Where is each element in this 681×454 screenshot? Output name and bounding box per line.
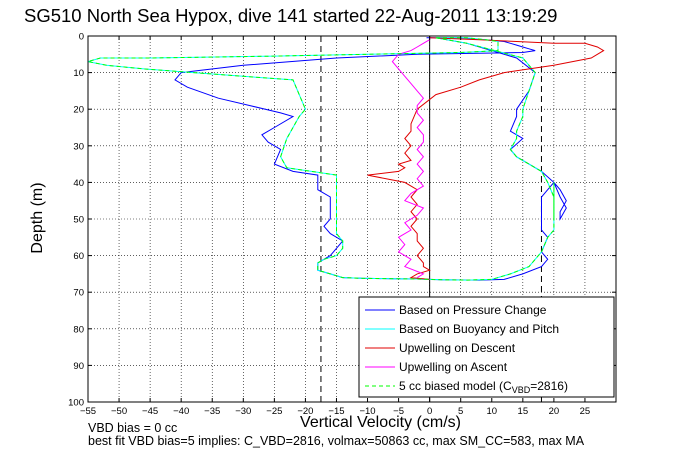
y-axis-label: Depth (m) xyxy=(29,182,46,254)
y-tick-label: 30 xyxy=(73,141,84,152)
best-fit-note: best fit VBD bias=5 implies: C_VBD=2816,… xyxy=(88,434,585,448)
y-tick-label: 20 xyxy=(73,105,84,116)
x-tick-label: −20 xyxy=(297,406,313,417)
x-tick-label: 5 xyxy=(458,406,463,417)
x-tick-label: −50 xyxy=(111,406,127,417)
chart-title: SG510 North Sea Hypox, dive 141 started … xyxy=(24,5,558,26)
x-tick-label: −45 xyxy=(142,406,158,417)
x-tick-label: 25 xyxy=(580,406,591,417)
x-tick-label: −25 xyxy=(266,406,282,417)
y-tick-label: 50 xyxy=(73,215,84,226)
x-tick-label: −5 xyxy=(393,406,404,417)
x-tick-label: 0 xyxy=(427,406,432,417)
y-tick-label: 100 xyxy=(68,398,84,409)
x-tick-label: −35 xyxy=(204,406,220,417)
series-lines xyxy=(87,37,605,281)
legend-label-3: Upwelling on Descent xyxy=(399,341,516,355)
x-tick-label: 15 xyxy=(518,406,529,417)
series-line-4 xyxy=(391,39,430,279)
x-tick-label: −40 xyxy=(173,406,189,417)
vbd-bias-note: VBD bias = 0 cc xyxy=(88,421,178,435)
x-tick-label: 20 xyxy=(549,406,560,417)
x-tick-label: −10 xyxy=(359,406,375,417)
y-tick-label: 60 xyxy=(73,251,84,262)
legend-label-2: Based on Buoyancy and Pitch xyxy=(399,322,559,336)
y-tick-label: 10 xyxy=(73,68,84,79)
axis-ticks: −55 −50 −45 −40 −35 −30 −25 −20 −15 −10 −5 0 5 10 15 20… xyxy=(68,32,616,417)
x-tick-label: −30 xyxy=(235,406,251,417)
y-tick-label: 40 xyxy=(73,178,84,189)
x-axis-label: Vertical Velocity (cm/s) xyxy=(300,414,461,431)
y-tick-label: 0 xyxy=(79,32,84,43)
y-tick-label: 70 xyxy=(73,288,84,299)
legend-label-5: 5 cc biased model (CVBD=2816) xyxy=(399,379,568,395)
y-tick-label: 80 xyxy=(73,324,84,335)
series-line-1 xyxy=(174,37,567,281)
x-tick-label: −15 xyxy=(328,406,344,417)
series-line-5 xyxy=(87,37,555,281)
x-tick-label: −55 xyxy=(80,406,96,417)
series-line-3 xyxy=(367,37,605,280)
y-tick-label: 90 xyxy=(73,361,84,372)
x-tick-label: 10 xyxy=(486,406,497,417)
legend-label-1: Based on Pressure Change xyxy=(399,303,547,317)
legend-label-4: Upwelling on Ascent xyxy=(399,360,508,374)
legend: Based on Pressure Change Based on Buoyanc… xyxy=(358,296,615,398)
legend-box xyxy=(358,296,615,398)
